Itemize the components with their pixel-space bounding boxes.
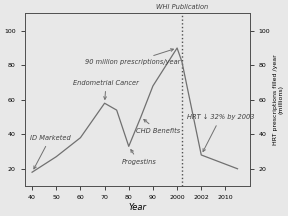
Text: CHD Benefits: CHD Benefits xyxy=(136,119,180,134)
Text: ID Marketed: ID Marketed xyxy=(30,135,70,169)
Text: 90 million prescriptions/year: 90 million prescriptions/year xyxy=(85,49,181,65)
Y-axis label: HRT prescriptions filled /year
(millions): HRT prescriptions filled /year (millions… xyxy=(273,54,284,145)
X-axis label: Year: Year xyxy=(128,203,146,212)
Text: WHI Publication: WHI Publication xyxy=(156,4,208,10)
Text: HRT ↓ 32% by 2003: HRT ↓ 32% by 2003 xyxy=(187,114,254,152)
Text: Endometrial Cancer: Endometrial Cancer xyxy=(73,80,139,99)
Text: Progestins: Progestins xyxy=(122,150,156,165)
